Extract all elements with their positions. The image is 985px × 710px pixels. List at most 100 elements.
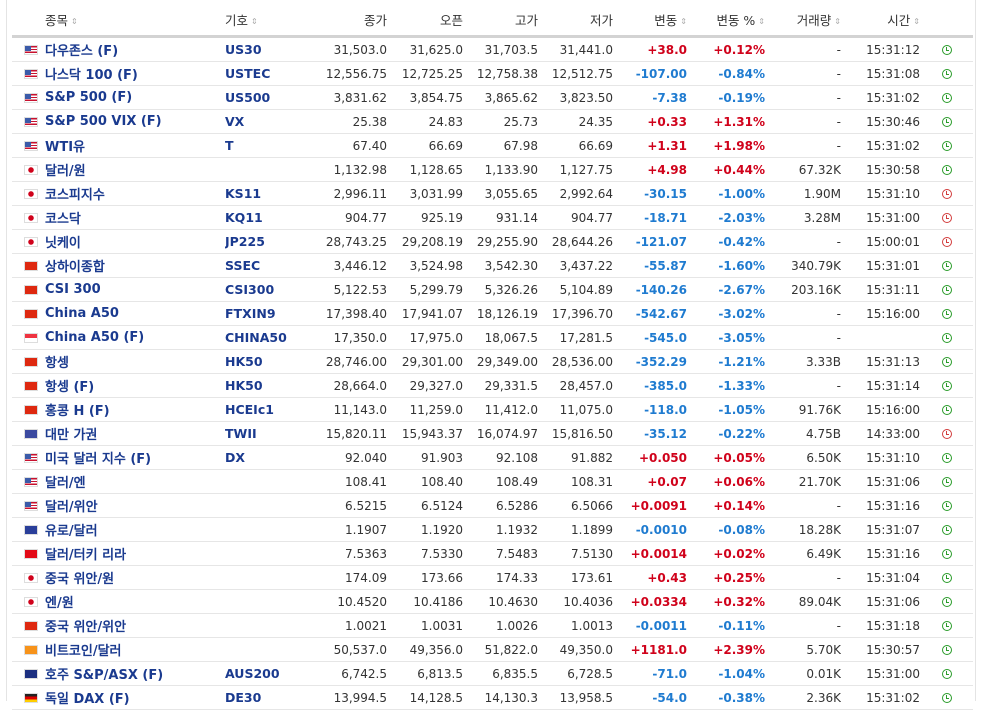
symbol-cell[interactable]	[225, 637, 315, 662]
instrument-name-cell[interactable]: 항셍 (F)	[45, 373, 225, 398]
symbol-cell[interactable]: SSEC	[225, 253, 315, 278]
instrument-name-link[interactable]: 독일 DAX (F)	[45, 692, 130, 707]
symbol-cell[interactable]: HCEIc1	[225, 397, 315, 422]
instrument-name-link[interactable]: China A50 (F)	[45, 330, 145, 345]
symbol-cell[interactable]	[225, 541, 315, 566]
instrument-name-cell[interactable]: 상하이종합	[45, 253, 225, 278]
table-row[interactable]: China A50 FTXIN9 17,398.40 17,941.07 18,126.…	[12, 301, 973, 326]
symbol-cell[interactable]	[225, 493, 315, 518]
symbol-cell[interactable]: CHINA50	[225, 325, 315, 350]
header-open[interactable]: 오픈	[387, 4, 463, 38]
header-volume[interactable]: 거래량 ⇕	[765, 4, 841, 38]
instrument-name-cell[interactable]: CSI 300	[45, 277, 225, 302]
symbol-cell[interactable]	[225, 613, 315, 638]
instrument-name-link[interactable]: 코스닥	[45, 212, 81, 227]
table-row[interactable]: 엔/원 10.4520 10.4186 10.4630 10.4036 +0.0334 +0…	[12, 589, 973, 614]
symbol-cell[interactable]	[225, 589, 315, 614]
instrument-name-link[interactable]: 닛케이	[45, 236, 81, 251]
table-row[interactable]: 항셍 (F) HK50 28,664.0 29,327.0 29,331.5 28,457…	[12, 373, 973, 398]
instrument-name-link[interactable]: 항셍	[45, 356, 69, 371]
table-row[interactable]: CSI 300 CSI300 5,122.53 5,299.79 5,326.26 5,1…	[12, 277, 973, 302]
instrument-name-cell[interactable]: China A50 (F)	[45, 325, 225, 350]
symbol-link[interactable]: US500	[225, 90, 271, 105]
symbol-cell[interactable]: HK50	[225, 373, 315, 398]
symbol-cell[interactable]: KS11	[225, 181, 315, 206]
instrument-name-cell[interactable]: China A50	[45, 301, 225, 326]
symbol-link[interactable]: DX	[225, 450, 246, 465]
symbol-cell[interactable]: US500	[225, 85, 315, 110]
instrument-name-link[interactable]: 상하이종합	[45, 260, 105, 275]
table-row[interactable]: 달러/원 1,132.98 1,128.65 1,133.90 1,127.75 +4.9…	[12, 157, 973, 182]
instrument-name-link[interactable]: 홍콩 H (F)	[45, 404, 110, 419]
instrument-name-cell[interactable]: 달러/터키 리라	[45, 541, 225, 566]
instrument-name-cell[interactable]: 나스닥 100 (F)	[45, 61, 225, 86]
symbol-cell[interactable]: US30	[225, 36, 315, 62]
table-row[interactable]: 비트코인/달러 50,537.0 49,356.0 51,822.0 49,350.0 +…	[12, 637, 973, 662]
instrument-name-link[interactable]: 중국 위안/원	[45, 572, 115, 587]
instrument-name-link[interactable]: 달러/엔	[45, 476, 86, 491]
table-row[interactable]: 유로/달러 1.1907 1.1920 1.1932 1.1899 -0.0010 -0.0…	[12, 517, 973, 542]
instrument-name-link[interactable]: WTI유	[45, 140, 86, 155]
symbol-cell[interactable]: TWII	[225, 421, 315, 446]
symbol-cell[interactable]	[225, 469, 315, 494]
symbol-link[interactable]: CSI300	[225, 282, 275, 297]
symbol-cell[interactable]: AUS200	[225, 661, 315, 686]
instrument-name-link[interactable]: 유로/달러	[45, 524, 98, 539]
table-row[interactable]: 코스피지수 KS11 2,996.11 3,031.99 3,055.65 2,992.6…	[12, 181, 973, 206]
instrument-name-link[interactable]: 호주 S&P/ASX (F)	[45, 668, 164, 683]
instrument-name-cell[interactable]: 닛케이	[45, 229, 225, 254]
table-row[interactable]: 다우존스 (F) US30 31,503.0 31,625.0 31,703.5 31,4…	[12, 36, 973, 62]
instrument-name-cell[interactable]: S&P 500 VIX (F)	[45, 109, 225, 134]
table-row[interactable]: 미국 달러 지수 (F) DX 92.040 91.903 92.108 91.882 +0…	[12, 445, 973, 470]
header-name[interactable]: 종목 ⇕	[45, 4, 225, 38]
symbol-cell[interactable]: JP225	[225, 229, 315, 254]
symbol-cell[interactable]: CSI300	[225, 277, 315, 302]
table-row[interactable]: 홍콩 H (F) HCEIc1 11,143.0 11,259.0 11,412.0 11…	[12, 397, 973, 422]
table-row[interactable]: WTI유 T 67.40 66.69 67.98 66.69 +1.31 +1.98% -15:…	[12, 133, 973, 158]
header-symbol[interactable]: 기호 ⇕	[225, 4, 315, 38]
table-row[interactable]: 항셍 HK50 28,746.00 29,301.00 29,349.00 28,536.…	[12, 349, 973, 374]
symbol-link[interactable]: FTXIN9	[225, 306, 276, 321]
instrument-name-cell[interactable]: 다우존스 (F)	[45, 36, 225, 62]
table-row[interactable]: S&P 500 VIX (F) VX 25.38 24.83 25.73 24.35 +0.…	[12, 109, 973, 134]
header-close[interactable]: 종가	[315, 4, 387, 38]
instrument-name-cell[interactable]: 달러/엔	[45, 469, 225, 494]
instrument-name-cell[interactable]: 항셍	[45, 349, 225, 374]
instrument-name-cell[interactable]: 코스피지수	[45, 181, 225, 206]
instrument-name-cell[interactable]: 독일 DAX (F)	[45, 685, 225, 710]
symbol-cell[interactable]	[225, 517, 315, 542]
symbol-link[interactable]: TWII	[225, 426, 257, 441]
symbol-cell[interactable]: DX	[225, 445, 315, 470]
instrument-name-link[interactable]: 중국 위안/위안	[45, 620, 127, 635]
header-low[interactable]: 저가	[538, 4, 613, 38]
instrument-name-cell[interactable]: 중국 위안/위안	[45, 613, 225, 638]
instrument-name-link[interactable]: 비트코인/달러	[45, 644, 122, 659]
symbol-cell[interactable]: FTXIN9	[225, 301, 315, 326]
symbol-link[interactable]: KQ11	[225, 210, 263, 225]
header-high[interactable]: 고가	[463, 4, 538, 38]
symbol-cell[interactable]: HK50	[225, 349, 315, 374]
table-row[interactable]: 중국 위안/원 174.09 173.66 174.33 173.61 +0.43 +0.2…	[12, 565, 973, 590]
symbol-link[interactable]: HK50	[225, 378, 263, 393]
instrument-name-link[interactable]: 대만 가권	[45, 428, 98, 443]
instrument-name-cell[interactable]: 유로/달러	[45, 517, 225, 542]
instrument-name-cell[interactable]: 코스닥	[45, 205, 225, 230]
header-change-pct[interactable]: 변동 % ⇕	[687, 4, 765, 38]
instrument-name-link[interactable]: 달러/터키 리라	[45, 548, 127, 563]
table-row[interactable]: 중국 위안/위안 1.0021 1.0031 1.0026 1.0013 -0.0011-…	[12, 613, 973, 638]
instrument-name-cell[interactable]: 대만 가권	[45, 421, 225, 446]
table-row[interactable]: 대만 가권 TWII 15,820.11 15,943.37 16,074.97 15,8…	[12, 421, 973, 446]
instrument-name-link[interactable]: S&P 500 (F)	[45, 90, 133, 105]
instrument-name-link[interactable]: 달러/원	[45, 164, 86, 179]
instrument-name-link[interactable]: CSI 300	[45, 282, 101, 297]
header-change[interactable]: 변동 ⇕	[613, 4, 687, 38]
instrument-name-link[interactable]: China A50	[45, 306, 119, 321]
symbol-link[interactable]: SSEC	[225, 258, 261, 273]
table-row[interactable]: 코스닥 KQ11 904.77 925.19 931.14 904.77 -18.71 -2.…	[12, 205, 973, 230]
symbol-link[interactable]: VX	[225, 114, 245, 129]
symbol-link[interactable]: US30	[225, 42, 262, 57]
instrument-name-cell[interactable]: 중국 위안/원	[45, 565, 225, 590]
instrument-name-link[interactable]: 엔/원	[45, 596, 74, 611]
table-row[interactable]: 상하이종합 SSEC 3,446.12 3,524.98 3,542.30 3,437.2…	[12, 253, 973, 278]
instrument-name-link[interactable]: 달러/위안	[45, 500, 98, 515]
